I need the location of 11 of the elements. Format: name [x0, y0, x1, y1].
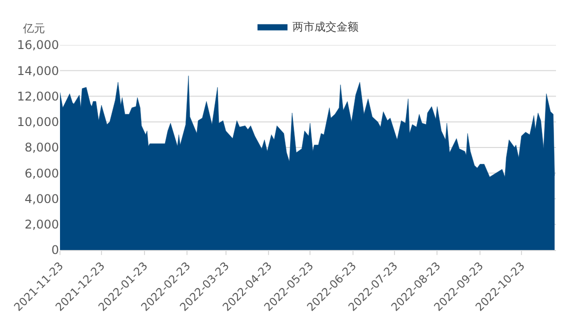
y-tick-label: 14,000	[17, 64, 59, 78]
y-tick-label: 10,000	[17, 115, 59, 130]
y-tick-label: 12,000	[17, 89, 59, 104]
legend-label: 两市成交金额	[292, 20, 358, 34]
y-tick-label: 8,000	[24, 140, 59, 155]
y-tick-label: 6,000	[24, 166, 59, 180]
y-tick-label: 0	[51, 243, 59, 258]
y-tick-label: 4,000	[24, 192, 59, 206]
y-tick-label: 16,000	[17, 38, 59, 52]
y-tick-label: 2,000	[24, 218, 59, 232]
y-axis-title: 亿元	[22, 22, 45, 35]
